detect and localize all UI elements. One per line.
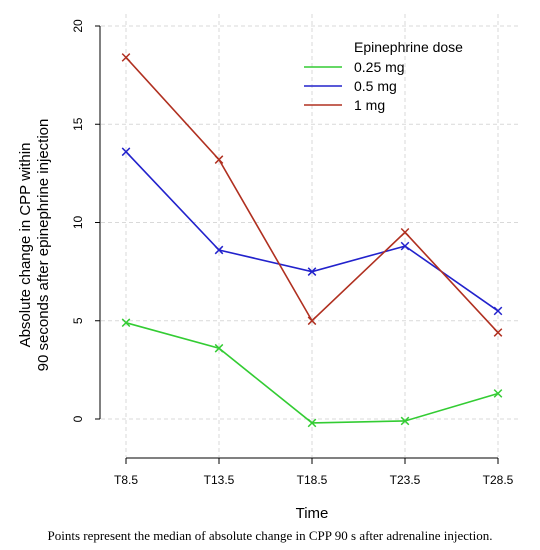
y-tick-label: 15 [71, 117, 85, 131]
y-tick-label: 20 [71, 19, 85, 33]
y-tick-label: 10 [71, 216, 85, 230]
legend-title: Epinephrine dose [354, 39, 463, 55]
x-axis-title: Time [296, 505, 329, 522]
grid-lines [101, 14, 520, 457]
axes [100, 26, 498, 458]
line-chart: 0 5 10 15 20 T8.5 T13.5 T18.5 T23.5 T28.5 Time A… [0, 0, 540, 525]
x-tick-label: T18.5 [297, 473, 328, 487]
x-ticks: T8.5 T13.5 T18.5 T23.5 T28.5 [114, 458, 514, 487]
y-tick-label: 0 [71, 415, 85, 422]
x-tick-label: T28.5 [483, 473, 514, 487]
data-point [122, 54, 130, 62]
legend-label: 1 mg [354, 97, 385, 113]
x-tick-label: T13.5 [204, 473, 235, 487]
y-tick-label: 5 [71, 317, 85, 324]
legend-label: 0.5 mg [354, 78, 397, 94]
figure-caption: Points represent the median of absolute … [0, 528, 540, 544]
x-tick-label: T8.5 [114, 473, 138, 487]
y-axis-title-line-1: Absolute change in CPP within [17, 143, 34, 348]
y-axis-title-line-2: 90 seconds after epinephrine injection [35, 119, 52, 372]
legend-label: 0.25 mg [354, 59, 405, 75]
x-tick-label: T23.5 [390, 473, 421, 487]
legend: Epinephrine dose 0.25 mg 0.5 mg 1 mg [304, 39, 463, 113]
y-ticks: 0 5 10 15 20 [71, 19, 100, 422]
